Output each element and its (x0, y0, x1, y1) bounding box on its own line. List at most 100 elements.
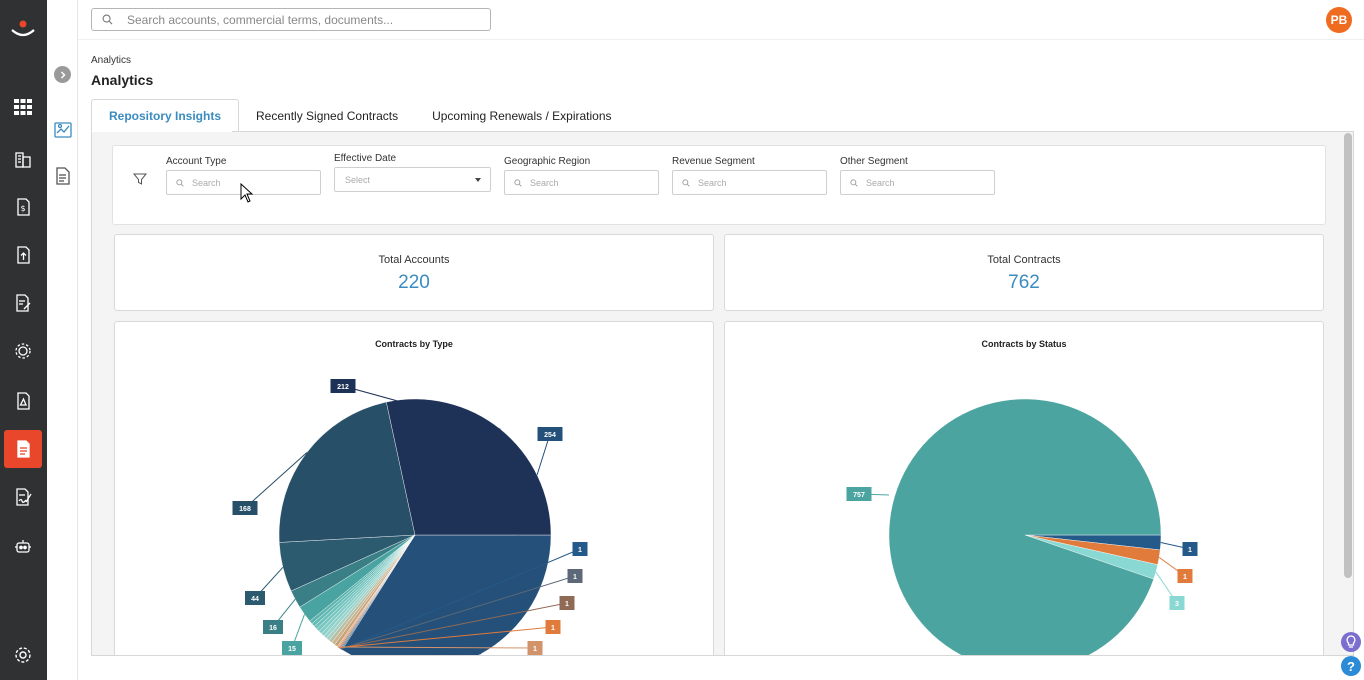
leader-line (341, 548, 581, 650)
filter-label: Geographic Region (504, 156, 591, 167)
filter-label: Other Segment (840, 156, 908, 167)
chart-title: Contracts by Status (981, 339, 1067, 349)
leader-line (339, 602, 568, 649)
data-label: 16 (263, 620, 283, 634)
pdf-doc-icon[interactable] (10, 388, 36, 414)
filter-bar: Account Type Search Effective Date Selec… (112, 145, 1326, 225)
mouse-cursor-icon (240, 183, 254, 203)
pie-slice[interactable] (888, 398, 1162, 656)
contracts-by-status-card: Contracts by Status 1 1 3 757 (724, 321, 1324, 656)
data-label: 1 (567, 569, 583, 583)
data-label: 757 (846, 487, 872, 501)
filter-effective-date: Effective Date Select (334, 153, 491, 192)
data-label: 3 (1169, 596, 1185, 610)
cog-network-icon[interactable] (10, 338, 36, 364)
filter-icon[interactable] (133, 172, 147, 186)
stat-value: 220 (398, 272, 430, 293)
leader-line (342, 385, 501, 430)
svg-text:1: 1 (573, 574, 577, 581)
global-search[interactable] (91, 8, 491, 31)
global-search-input[interactable] (127, 12, 467, 27)
contracts-by-type-card: Contracts by Type 254 1 1 1 1 1 15 16 44 168 212 (114, 321, 714, 656)
user-avatar[interactable]: PB (1326, 7, 1352, 33)
svg-text:1: 1 (1183, 574, 1187, 581)
secondary-nav-rail (47, 0, 78, 680)
expand-sidebar-button[interactable] (54, 66, 71, 83)
tab-repository-insights[interactable]: Repository Insights (91, 99, 240, 132)
leader-line (338, 626, 554, 649)
data-label: 44 (245, 591, 265, 605)
content-scrollbar[interactable] (1344, 133, 1352, 578)
pie-slice[interactable] (386, 398, 552, 536)
svg-text:1: 1 (565, 601, 569, 608)
tab-upcoming-renewals[interactable]: Upcoming Renewals / Expirations (432, 108, 612, 123)
caret-down-icon (475, 178, 481, 182)
stat-label: Total Accounts (378, 254, 450, 266)
dollar-doc-icon[interactable]: $ (10, 194, 36, 220)
svg-text:15: 15 (288, 646, 296, 653)
data-label: 1 (545, 620, 561, 634)
grid-icon[interactable] (10, 94, 36, 120)
svg-text:44: 44 (251, 596, 259, 603)
help-icon[interactable]: ? (1341, 656, 1361, 676)
svg-text:3: 3 (1175, 601, 1179, 608)
search-icon (102, 14, 113, 25)
revenue-segment-search[interactable]: Search (672, 170, 827, 195)
svg-text:$: $ (21, 204, 26, 213)
geographic-region-search[interactable]: Search (504, 170, 659, 195)
breadcrumb[interactable]: Analytics (91, 55, 132, 66)
data-label: 1 (527, 641, 543, 655)
tab-recently-signed-contracts[interactable]: Recently Signed Contracts (256, 108, 399, 123)
svg-text:254: 254 (544, 432, 556, 439)
total-contracts-card: Total Contracts 762 (724, 234, 1324, 311)
page-title: Analytics (91, 72, 154, 88)
leader-line (244, 452, 308, 509)
filter-placeholder: Search (866, 177, 895, 188)
svg-text:16: 16 (269, 625, 277, 632)
filter-placeholder: Select (345, 174, 371, 185)
svg-text:1: 1 (1188, 547, 1192, 554)
robot-icon[interactable] (10, 534, 36, 560)
data-label: 1 (572, 542, 588, 556)
svg-text:212: 212 (337, 384, 349, 391)
lightbulb-help-icon[interactable] (1341, 632, 1361, 652)
data-label: 212 (330, 379, 356, 393)
other-segment-search[interactable]: Search (840, 170, 995, 195)
search-icon (514, 178, 522, 187)
settings-icon[interactable] (10, 642, 36, 668)
chevron-right-icon (60, 70, 66, 79)
effective-date-select[interactable]: Select (334, 167, 491, 192)
top-bar: PB (78, 0, 1364, 40)
signature-icon[interactable] (10, 484, 36, 510)
svg-text:1: 1 (533, 646, 537, 653)
svg-text:1: 1 (578, 547, 582, 554)
repository-insights-panel: Account Type Search Effective Date Selec… (91, 132, 1354, 656)
svg-text:168: 168 (239, 506, 251, 513)
analytics-doc-icon[interactable] (4, 430, 42, 468)
pie-slice[interactable] (278, 401, 416, 543)
data-label: 254 (537, 427, 563, 441)
buildings-icon[interactable] (10, 146, 36, 172)
analytics-dashboard-icon[interactable] (53, 120, 73, 140)
data-label: 1 (1177, 569, 1193, 583)
edit-doc-icon[interactable] (10, 290, 36, 316)
data-label: 15 (282, 641, 302, 655)
search-icon (682, 178, 690, 187)
filter-label: Account Type (166, 156, 227, 167)
upload-doc-icon[interactable] (10, 242, 36, 268)
svg-text:757: 757 (853, 492, 865, 499)
brand-logo[interactable] (10, 18, 36, 40)
filter-placeholder: Search (698, 177, 727, 188)
svg-text:1: 1 (551, 625, 555, 632)
search-icon (850, 178, 858, 187)
contracts-by-status-chart: 1 1 3 757 (846, 398, 1198, 656)
pie-slice[interactable] (341, 534, 552, 656)
filter-geographic-region: Geographic Region Search (504, 156, 659, 195)
filter-revenue-segment: Revenue Segment Search (672, 156, 827, 195)
report-doc-icon[interactable] (53, 166, 73, 186)
search-icon (176, 178, 184, 187)
chart-title: Contracts by Type (375, 339, 453, 349)
filter-placeholder: Search (530, 177, 559, 188)
stat-value: 762 (1008, 272, 1040, 293)
